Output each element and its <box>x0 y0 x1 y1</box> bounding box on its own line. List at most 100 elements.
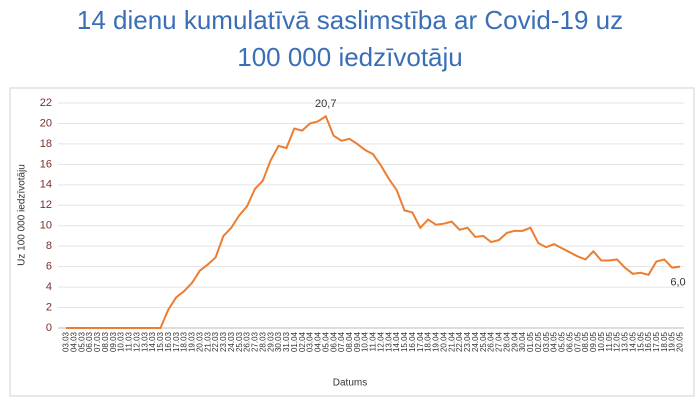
x-tick-label: 13.04 <box>384 331 393 352</box>
y-tick-label: 2 <box>46 301 52 313</box>
x-tick-label: 06.04 <box>329 331 338 352</box>
y-tick-label: 6 <box>46 261 52 273</box>
x-tick-label: 03.05 <box>542 331 551 352</box>
x-tick-label: 22.03 <box>211 331 220 352</box>
x-tick-label: 09.04 <box>353 331 362 352</box>
x-tick-label: 26.04 <box>487 331 496 352</box>
x-tick-label: 05.03 <box>77 331 86 352</box>
x-tick-label: 10.05 <box>597 331 606 352</box>
x-tick-label: 13.03 <box>140 331 149 352</box>
chart-title: 100 000 iedzīvotāju <box>237 42 463 72</box>
y-tick-label: 18 <box>40 138 52 150</box>
x-tick-label: 13.05 <box>621 331 630 352</box>
x-tick-label: 02.05 <box>534 331 543 352</box>
x-tick-label: 09.05 <box>589 331 598 352</box>
x-tick-label: 29.03 <box>266 331 275 352</box>
x-tick-label: 12.05 <box>613 331 622 352</box>
x-tick-label: 04.05 <box>550 331 559 352</box>
y-tick-label: 14 <box>40 179 52 191</box>
chart-frame <box>9 87 695 397</box>
y-tick-label: 22 <box>40 97 52 109</box>
x-tick-label: 11.03 <box>125 331 134 351</box>
x-tick-label: 11.04 <box>369 331 378 351</box>
x-tick-label: 01.04 <box>290 331 299 352</box>
x-tick-label: 18.05 <box>660 331 669 352</box>
x-tick-label: 03.03 <box>62 331 71 352</box>
x-tick-label: 20.05 <box>676 331 685 352</box>
x-tick-label: 14.03 <box>148 331 157 352</box>
y-tick-label: 16 <box>40 158 52 170</box>
x-tick-label: 24.04 <box>471 331 480 352</box>
x-tick-label: 14.05 <box>628 331 637 352</box>
x-tick-label: 19.04 <box>432 331 441 352</box>
x-tick-label: 05.05 <box>558 331 567 352</box>
x-tick-label: 25.04 <box>479 331 488 352</box>
x-tick-label: 18.03 <box>180 331 189 352</box>
x-tick-label: 15.04 <box>400 331 409 352</box>
x-tick-label: 25.03 <box>235 331 244 352</box>
y-tick-label: 8 <box>46 240 52 252</box>
x-tick-label: 04.04 <box>314 331 323 352</box>
x-tick-label: 22.04 <box>455 331 464 352</box>
x-tick-label: 20.03 <box>195 331 204 352</box>
x-tick-label: 17.05 <box>652 331 661 352</box>
x-tick-label: 08.03 <box>101 331 110 352</box>
x-tick-label: 10.04 <box>361 331 370 352</box>
x-tick-label: 19.03 <box>188 331 197 352</box>
x-tick-label: 05.04 <box>321 331 330 352</box>
x-tick-label: 03.04 <box>306 331 315 352</box>
x-tick-label: 27.03 <box>251 331 260 352</box>
x-tick-label: 12.04 <box>376 331 385 352</box>
x-tick-label: 17.03 <box>172 331 181 352</box>
x-tick-label: 27.04 <box>495 331 504 352</box>
x-tick-label: 18.04 <box>424 331 433 352</box>
x-tick-label: 23.03 <box>219 331 228 352</box>
x-tick-label: 20.04 <box>439 331 448 352</box>
x-tick-label: 01.05 <box>526 331 535 352</box>
x-tick-label: 14.04 <box>392 331 401 352</box>
y-tick-label: 20 <box>40 117 52 129</box>
x-tick-label: 16.04 <box>408 331 417 352</box>
x-tick-label: 07.05 <box>573 331 582 352</box>
x-tick-label: 30.03 <box>274 331 283 352</box>
x-tick-label: 24.03 <box>227 331 236 352</box>
x-tick-label: 11.05 <box>605 331 614 351</box>
y-tick-label: 0 <box>46 322 52 334</box>
x-tick-label: 07.03 <box>93 331 102 352</box>
x-tick-label: 29.04 <box>510 331 519 352</box>
x-tick-label: 16.05 <box>644 331 653 352</box>
x-tick-label: 19.05 <box>668 331 677 352</box>
y-axis-label: Uz 100 000 iedzīvotāju <box>17 164 28 266</box>
x-tick-label: 08.04 <box>345 331 354 352</box>
x-tick-label: 09.03 <box>109 331 118 352</box>
x-tick-label: 31.03 <box>282 331 291 352</box>
x-tick-label: 02.04 <box>298 331 307 352</box>
x-tick-label: 23.04 <box>463 331 472 352</box>
x-tick-label: 17.04 <box>416 331 425 352</box>
x-tick-label: 16.03 <box>164 331 173 352</box>
x-tick-label: 28.04 <box>502 331 511 352</box>
x-tick-label: 06.03 <box>85 331 94 352</box>
y-tick-label: 12 <box>40 199 52 211</box>
data-label: 20,7 <box>315 98 336 110</box>
y-tick-label: 4 <box>46 281 52 293</box>
x-tick-label: 26.03 <box>243 331 252 352</box>
x-tick-label: 07.04 <box>337 331 346 352</box>
x-tick-label: 10.03 <box>117 331 126 352</box>
x-tick-label: 28.03 <box>258 331 267 352</box>
x-tick-label: 08.05 <box>581 331 590 352</box>
chart-title: 14 dienu kumulatīvā saslimstība ar Covid… <box>77 5 623 35</box>
x-tick-label: 30.04 <box>518 331 527 352</box>
x-tick-label: 12.03 <box>132 331 141 352</box>
x-tick-label: 04.03 <box>69 331 78 352</box>
x-tick-label: 15.05 <box>636 331 645 352</box>
data-line <box>66 114 681 329</box>
x-tick-label: 06.05 <box>565 331 574 352</box>
x-tick-label: 21.04 <box>447 331 456 352</box>
x-tick-label: 21.03 <box>203 331 212 352</box>
y-tick-label: 10 <box>40 220 52 232</box>
x-tick-label: 15.03 <box>156 331 165 352</box>
x-axis-label: Datums <box>333 378 367 389</box>
data-label: 6,0 <box>670 277 685 289</box>
